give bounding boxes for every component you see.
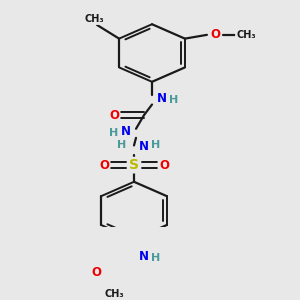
Text: H: H: [152, 253, 160, 262]
Text: CH₃: CH₃: [84, 14, 104, 24]
Text: H: H: [110, 128, 118, 138]
Text: N: N: [139, 250, 149, 262]
Text: H: H: [117, 140, 127, 150]
Text: O: O: [109, 109, 119, 122]
Text: CH₃: CH₃: [104, 289, 124, 299]
Text: N: N: [157, 92, 167, 105]
Text: CH₃: CH₃: [236, 30, 256, 40]
Text: H: H: [169, 95, 178, 105]
Text: O: O: [159, 159, 169, 172]
Text: N: N: [139, 140, 149, 153]
Text: S: S: [129, 158, 139, 172]
Text: O: O: [99, 159, 109, 172]
Text: O: O: [210, 28, 220, 41]
Text: N: N: [121, 125, 131, 138]
Text: O: O: [91, 266, 101, 279]
Text: H: H: [152, 140, 160, 150]
